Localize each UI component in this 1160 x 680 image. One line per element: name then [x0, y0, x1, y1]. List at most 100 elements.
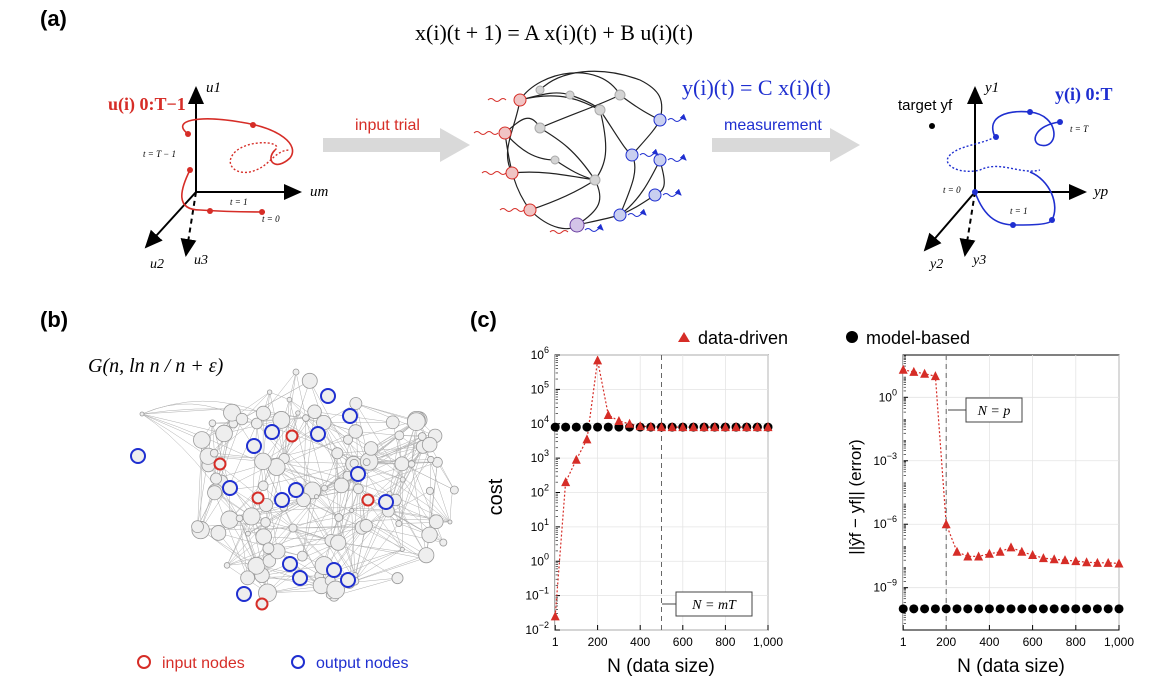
graph-node: [235, 412, 249, 426]
y-tick-label: 104: [531, 414, 549, 431]
graph-node: [447, 519, 453, 525]
threshold-label: N = mT: [691, 598, 737, 613]
graph-node: [326, 580, 345, 600]
output-node: [292, 570, 308, 586]
x-tick-label: 1: [552, 635, 559, 649]
data-driven-point: [952, 546, 962, 556]
tick-tT-right: t = T: [1070, 124, 1089, 134]
data-driven-point: [920, 368, 930, 378]
data-driven-point: [603, 409, 613, 419]
data-driven-line: [903, 369, 1120, 564]
y-tick-label: 10−1: [525, 586, 549, 603]
data-driven-point: [1114, 558, 1124, 568]
input-trial-arrow: input trial: [323, 117, 470, 162]
data-driven-point: [995, 546, 1005, 556]
graph-node: [334, 513, 344, 522]
graph-node: [399, 476, 406, 483]
graph-node: [207, 485, 223, 501]
tick-t0-right: t = 0: [943, 185, 961, 195]
threshold-label-box: [965, 397, 1023, 423]
output-node: [222, 480, 238, 496]
cost-chart: 10−2 10−1 100 101 102 103 104 105 106 1 200 400 600 8…: [485, 345, 783, 677]
data-driven-point: [1060, 555, 1070, 565]
data-driven-point: [1049, 554, 1059, 564]
model-based-point: [1038, 604, 1048, 614]
model-based-point: [995, 604, 1005, 614]
graph-node: [348, 424, 363, 439]
output-seq-label: y(i) 0:T: [1055, 84, 1113, 105]
tick-t-T-1: t = T − 1: [143, 149, 176, 159]
model-based-point: [593, 422, 603, 432]
graph-node: [223, 403, 241, 422]
graph-node: [242, 507, 261, 526]
data-driven-point: [742, 422, 752, 432]
graph-node: [449, 485, 459, 495]
x-tick-label: 600: [673, 635, 693, 649]
output-node: [288, 482, 304, 498]
data-driven-line: [554, 360, 768, 617]
plot-frame: [902, 354, 1120, 631]
y-tick-label: 106: [531, 345, 549, 362]
x-axis-label: N (data size): [957, 656, 1065, 677]
y-axis-label: ||ŷf − yf|| (error): [846, 439, 865, 554]
threshold-label: N = p: [977, 404, 1011, 419]
input-trajectory: u(i) 0:T−1 t = T − 1 t = 1 t = 0: [108, 94, 294, 224]
output-node: [340, 572, 356, 588]
graph-node: [407, 460, 416, 468]
data-driven-point: [1103, 557, 1113, 567]
graph-node: [272, 411, 291, 429]
legend-output-marker: [291, 655, 305, 669]
data-driven-point: [1017, 546, 1027, 556]
graph-node: [395, 520, 403, 527]
graph-node: [235, 514, 244, 523]
graph-node: [240, 570, 255, 586]
panel-a-label: (a): [40, 6, 67, 31]
graph-node: [321, 484, 328, 492]
graph-node: [406, 412, 426, 431]
graph-node: [353, 483, 364, 495]
model-based-point: [974, 604, 984, 614]
graph-node: [428, 514, 444, 530]
graph-node: [215, 424, 233, 443]
error-chart: 10−9 10−6 10−3 100 1 200 400 600 800 1,000 ||ŷf − …: [846, 354, 1134, 677]
data-driven-point: [1071, 556, 1081, 566]
graph-node: [255, 528, 272, 545]
graph-node: [418, 547, 435, 564]
graph-node: [139, 411, 145, 417]
x-tick-label: 600: [1023, 635, 1043, 649]
model-based-point: [1103, 604, 1113, 614]
main-equation: x(i)(t + 1) = A x(i)(t) + B u(i)(t): [415, 20, 693, 45]
measurement-equation: y(i)(t) = C x(i)(t): [682, 75, 831, 100]
graph-node: [295, 410, 301, 416]
chart-legend: data-driven model-based: [678, 328, 970, 348]
model-based-point: [941, 604, 951, 614]
x-tick-label: 800: [715, 635, 735, 649]
graph-node: [362, 458, 371, 466]
x-tick-label: 1,000: [753, 635, 783, 649]
output-trajectory: target yf y(i) 0:T t = T t = 0 t = 1: [898, 84, 1113, 228]
data-driven-point: [582, 434, 592, 444]
model-based-point: [571, 422, 581, 432]
y-tick-label: 10−3: [873, 451, 897, 468]
data-driven-point: [646, 421, 656, 431]
input-node: [285, 429, 299, 443]
y-tick-label: 10−6: [873, 514, 897, 531]
graph-node: [394, 456, 410, 472]
data-driven-point: [1092, 557, 1102, 567]
graph-node: [209, 448, 219, 458]
output-node: [326, 562, 342, 578]
graph-node: [385, 415, 400, 430]
model-based-point: [1082, 604, 1092, 614]
input-node: [213, 457, 227, 471]
x-tick-label: 1,000: [1104, 635, 1134, 649]
graph-node: [208, 419, 217, 427]
graph-node: [349, 508, 355, 513]
output-node: [246, 438, 262, 454]
x-tick-label: 200: [588, 635, 608, 649]
graph-node: [210, 525, 227, 541]
x-axis-label: N (data size): [607, 656, 715, 677]
graph-node: [394, 430, 405, 441]
model-based-point: [920, 604, 930, 614]
graph-node: [258, 480, 269, 491]
graph-legend: input nodes output nodes: [137, 655, 409, 672]
